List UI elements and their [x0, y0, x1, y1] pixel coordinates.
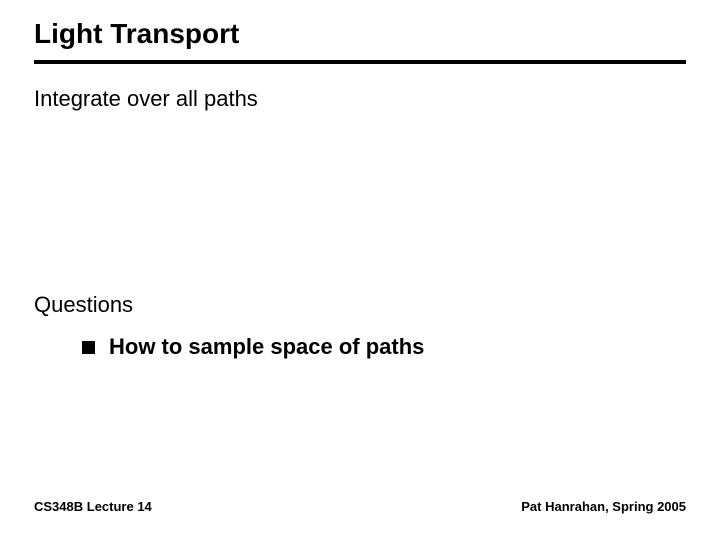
slide-title: Light Transport — [34, 18, 686, 50]
footer-right: Pat Hanrahan, Spring 2005 — [521, 499, 686, 514]
bullet-text: How to sample space of paths — [109, 334, 424, 360]
square-bullet-icon — [82, 341, 95, 354]
spacer — [34, 128, 686, 292]
slide-container: Light Transport Integrate over all paths… — [0, 0, 720, 540]
bullet-item: How to sample space of paths — [82, 334, 686, 360]
section-integrate: Integrate over all paths — [34, 86, 686, 112]
slide-footer: CS348B Lecture 14 Pat Hanrahan, Spring 2… — [34, 499, 686, 514]
footer-left: CS348B Lecture 14 — [34, 499, 152, 514]
title-rule — [34, 60, 686, 64]
section-questions: Questions — [34, 292, 686, 318]
